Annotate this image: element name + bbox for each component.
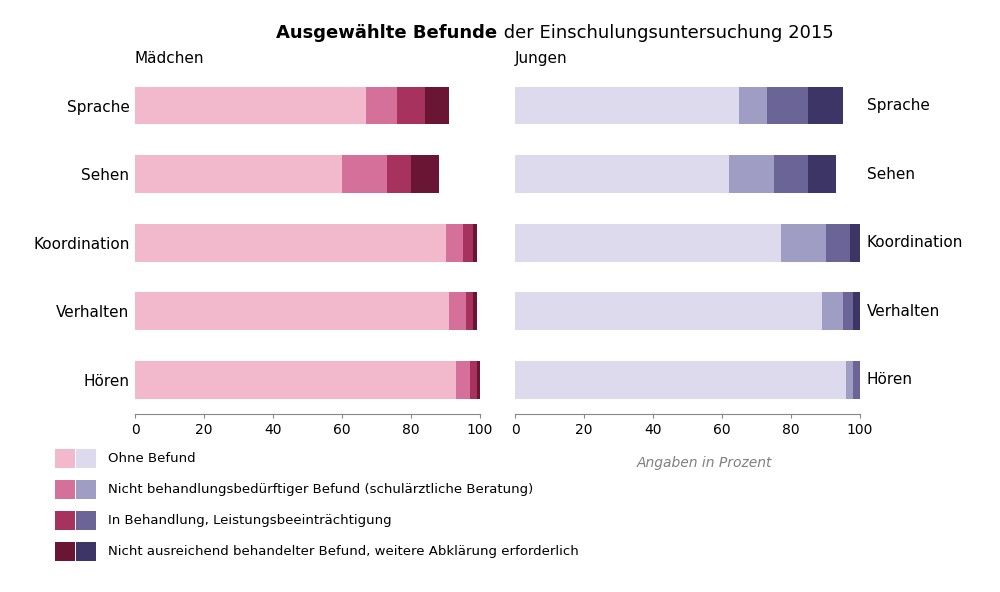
Bar — [767, 86, 808, 124]
Bar — [135, 155, 342, 193]
Text: Jungen: Jungen — [515, 51, 568, 66]
Bar — [843, 292, 853, 330]
Bar — [515, 292, 822, 330]
Bar — [449, 292, 466, 330]
Bar — [397, 86, 425, 124]
Bar — [366, 86, 397, 124]
Bar — [846, 361, 853, 399]
Bar — [456, 361, 470, 399]
Text: Sehen: Sehen — [867, 166, 915, 182]
Bar — [515, 86, 739, 124]
Bar — [446, 224, 463, 262]
Text: Ausgewählte Befunde: Ausgewählte Befunde — [276, 24, 498, 41]
Bar — [853, 361, 860, 399]
Text: Hören: Hören — [867, 372, 913, 387]
Bar — [463, 224, 473, 262]
Text: Nicht behandlungsbedürftiger Befund (schulärztliche Beratung): Nicht behandlungsbedürftiger Befund (sch… — [108, 483, 533, 496]
Bar — [853, 292, 860, 330]
Bar — [135, 292, 449, 330]
Text: In Behandlung, Leistungsbeeinträchtigung: In Behandlung, Leistungsbeeinträchtigung — [108, 514, 392, 527]
Text: der Einschulungsuntersuchung 2015: der Einschulungsuntersuchung 2015 — [498, 24, 833, 41]
Bar — [342, 155, 387, 193]
Bar — [774, 155, 808, 193]
Bar — [515, 155, 729, 193]
Bar — [470, 361, 477, 399]
Bar — [135, 86, 366, 124]
Bar — [826, 224, 850, 262]
Bar — [135, 224, 446, 262]
Bar — [515, 224, 781, 262]
Bar — [729, 155, 774, 193]
Bar — [808, 86, 843, 124]
Text: Mädchen: Mädchen — [135, 51, 205, 66]
Bar — [425, 86, 449, 124]
Bar — [515, 361, 846, 399]
Bar — [822, 292, 843, 330]
Bar — [850, 224, 860, 262]
Bar — [466, 292, 473, 330]
Bar — [411, 155, 439, 193]
Bar — [473, 292, 477, 330]
Bar — [477, 361, 480, 399]
Text: Sprache: Sprache — [867, 98, 930, 113]
Text: Ohne Befund: Ohne Befund — [108, 452, 196, 465]
Text: Angaben in Prozent: Angaben in Prozent — [637, 456, 772, 470]
Bar — [387, 155, 411, 193]
Bar — [473, 224, 477, 262]
Text: Verhalten: Verhalten — [867, 304, 940, 319]
Text: Koordination: Koordination — [867, 235, 963, 250]
Bar — [135, 361, 456, 399]
Text: Nicht ausreichend behandelter Befund, weitere Abklärung erforderlich: Nicht ausreichend behandelter Befund, we… — [108, 545, 579, 558]
Bar — [808, 155, 836, 193]
Bar — [781, 224, 826, 262]
Bar — [739, 86, 767, 124]
